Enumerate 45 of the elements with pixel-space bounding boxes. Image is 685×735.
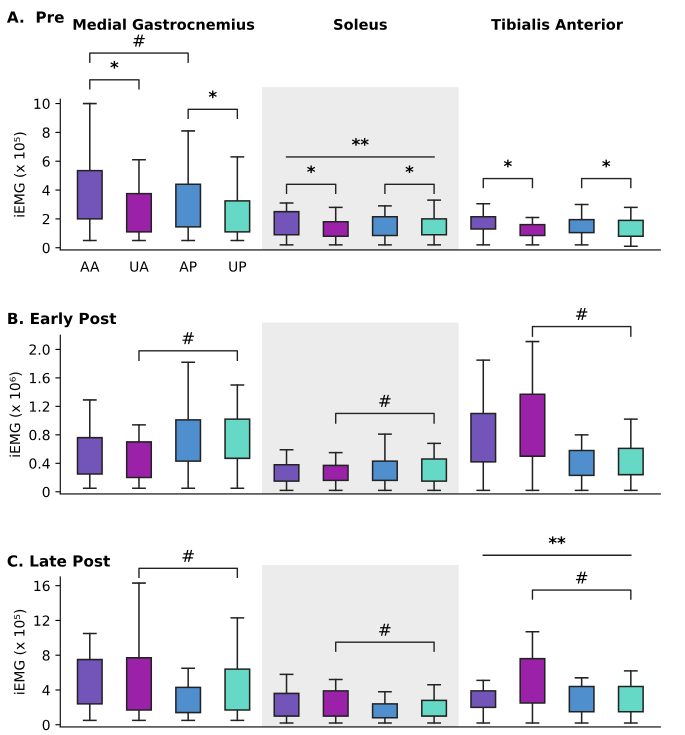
annotation: # (182, 332, 194, 344)
chart-title: A. Pre (6, 11, 64, 23)
y-tick-label: 1.6 (30, 372, 50, 384)
chart-title: C. Late Post (8, 555, 110, 567)
y-tick-label: 8 (42, 650, 50, 661)
annotation: * (307, 165, 316, 174)
x-tick-label: UA (130, 261, 149, 272)
text: ** (548, 536, 566, 544)
y-tick-label: 0 (42, 486, 50, 498)
y-tick-label: 0.8 (29, 430, 50, 440)
y-tick-label: 2 (42, 214, 50, 224)
y-tick-label: 0.4 (29, 458, 50, 469)
text: # (576, 308, 588, 320)
y-tick-label: 12 (34, 615, 50, 626)
chart-title: B. Early Post (8, 312, 116, 328)
annotation: * (504, 160, 512, 168)
text: Soleus (334, 18, 387, 30)
annotation: * (405, 165, 414, 174)
x-tick-label: AA (80, 261, 100, 272)
annotation: # (576, 572, 588, 584)
x-tick-label: UP (229, 261, 246, 272)
text: * (208, 90, 217, 98)
y-tick-label: 6 (42, 156, 50, 167)
y-axis-title: iEMG (x 10⁵) (14, 132, 26, 217)
annotation: * (602, 160, 610, 168)
y-tick-label: 1.2 (30, 401, 50, 412)
text: * (110, 60, 118, 69)
y-tick-label: 2.0 (29, 344, 50, 355)
y-tick-label: 8 (42, 127, 50, 138)
text: # (182, 550, 194, 562)
annotation: # (379, 624, 391, 636)
x-tick-label: AP (179, 261, 197, 272)
y-tick-label: 0 (42, 720, 50, 730)
y-axis-title: iEMG (x 10⁶) (9, 372, 22, 456)
text: # (133, 34, 145, 47)
annotation: # (379, 394, 391, 407)
text: Tibialis Anterior (491, 18, 623, 30)
text: Medial Gastrocnemius (74, 18, 254, 30)
y-tick-label: 4 (42, 185, 50, 196)
y-axis-title: iEMG (x 10⁵) (14, 610, 26, 694)
y-tick-label: 10 (34, 98, 50, 110)
annotation: ** (352, 138, 369, 146)
y-tick-label: 0 (42, 242, 50, 254)
y-tick-label: 4 (42, 685, 50, 696)
y-tick-label: 16 (34, 580, 50, 592)
